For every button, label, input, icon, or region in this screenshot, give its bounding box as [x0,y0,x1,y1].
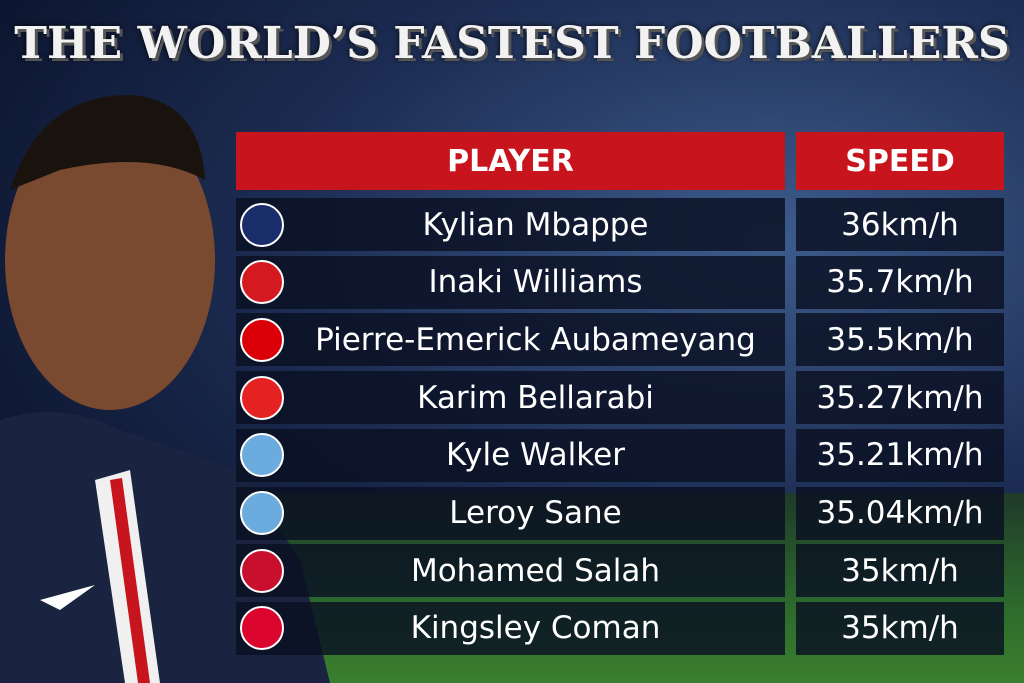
club-badge [240,202,284,247]
club-badge [240,606,284,651]
player-cell: Kingsley Coman [236,601,785,655]
speed-cell: 35km/h [796,544,1004,598]
speed-cell: 35.21km/h [796,428,1004,482]
player-cell: Inaki Williams [236,255,785,309]
speed-cell: 36km/h [796,198,1004,251]
player-cell: Karim Bellarabi [236,371,785,425]
player-cell: Kylian Mbappe [236,198,785,251]
club-badge [240,317,284,362]
player-cell: Pierre-Emerick Aubameyang [236,313,785,367]
club-badge [240,548,284,593]
club-badge [240,260,284,305]
player-cell: Leroy Sane [236,486,785,540]
player-cell: Mohamed Salah [236,544,785,598]
club-badge [240,375,284,420]
speed-cell: 35.5km/h [796,313,1004,367]
speed-cell: 35.7km/h [796,255,1004,309]
speed-cell: 35.27km/h [796,371,1004,425]
speed-cell: 35km/h [796,601,1004,655]
column-header: PLAYER [236,132,785,190]
title: THE WORLD’S FASTEST FOOTBALLERS [14,18,1010,69]
club-badge [240,433,284,478]
speed-cell: 35.04km/h [796,486,1004,540]
player-cell: Kyle Walker [236,428,785,482]
club-badge [240,491,284,535]
column-header: SPEED [796,132,1004,190]
